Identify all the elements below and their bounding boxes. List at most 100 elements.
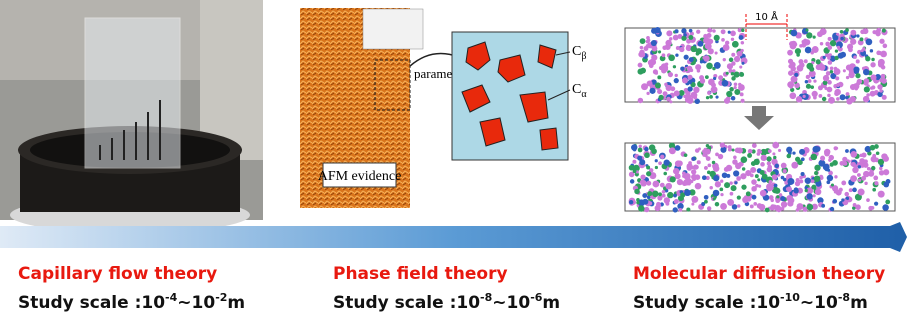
molecule — [726, 96, 731, 101]
molecule — [789, 92, 796, 99]
molecule — [827, 45, 832, 50]
molecule — [813, 36, 816, 39]
gap-label: 10 Å — [755, 10, 778, 23]
molecule — [856, 59, 860, 63]
molecule — [866, 198, 870, 202]
molecule — [713, 197, 716, 200]
molecule — [644, 147, 648, 151]
molecule — [747, 153, 752, 158]
molecule — [646, 181, 651, 186]
molecule — [850, 96, 856, 102]
molecule — [688, 161, 692, 165]
molecule — [734, 82, 738, 86]
molecule — [791, 30, 798, 37]
molecule — [709, 186, 712, 189]
molecule — [806, 84, 811, 89]
molecule — [746, 191, 751, 196]
molecule — [675, 29, 679, 33]
molecule — [665, 183, 672, 190]
molecule — [651, 148, 657, 154]
molecule — [702, 153, 706, 157]
molecule — [666, 30, 672, 36]
molecule — [813, 194, 816, 197]
molecule — [823, 164, 830, 171]
molecule — [768, 149, 772, 153]
molecule — [814, 165, 820, 171]
molecule — [852, 188, 857, 193]
molecule — [774, 184, 778, 188]
molecule — [715, 181, 721, 187]
molecule — [829, 155, 834, 160]
molecule — [677, 179, 683, 185]
molecule — [715, 51, 718, 54]
molecular-image: 10 Å — [625, 10, 895, 213]
molecule — [666, 97, 671, 102]
molecule — [819, 64, 826, 71]
molecule — [814, 171, 818, 175]
molecule — [872, 188, 876, 192]
molecule — [736, 176, 741, 181]
molecule — [662, 194, 666, 198]
molecule — [815, 189, 822, 196]
molecule — [874, 202, 878, 206]
molecule — [766, 156, 771, 161]
molecule — [677, 161, 683, 167]
molecule — [876, 151, 880, 155]
study-scale: Study scale :10-8~10-6m — [333, 291, 560, 313]
molecule — [863, 69, 869, 75]
molecule — [739, 72, 744, 77]
molecule — [720, 147, 726, 153]
molecule — [870, 91, 876, 97]
molecule — [843, 69, 846, 72]
molecule — [651, 40, 657, 46]
molecule — [850, 39, 856, 45]
molecule — [866, 39, 873, 46]
molecule — [673, 35, 679, 41]
molecule — [741, 29, 744, 32]
molecule — [742, 167, 745, 170]
molecule — [786, 147, 792, 153]
molecule — [879, 167, 883, 171]
molecule — [864, 86, 870, 92]
molecule — [871, 85, 875, 89]
molecule — [631, 144, 637, 150]
molecule — [845, 149, 849, 153]
molecule — [748, 149, 753, 154]
molecule — [839, 188, 843, 192]
molecule — [786, 195, 793, 202]
molecule — [751, 179, 757, 185]
molecule — [689, 29, 693, 33]
molecule — [883, 44, 888, 49]
molecule — [770, 199, 773, 202]
molecule — [877, 92, 882, 97]
molecule — [786, 154, 791, 159]
molecule — [808, 79, 812, 83]
molecule — [734, 181, 737, 184]
molecule — [666, 85, 672, 91]
molecule — [820, 28, 827, 35]
molecule — [767, 165, 772, 170]
molecule — [812, 46, 819, 53]
molecule — [858, 179, 861, 182]
molecule — [836, 97, 840, 101]
molecule — [674, 78, 679, 83]
molecule — [828, 97, 835, 104]
molecule — [728, 31, 731, 34]
molecule — [804, 59, 808, 63]
molecule — [864, 182, 867, 185]
molecule — [802, 39, 808, 45]
molecule — [871, 166, 875, 170]
molecule — [750, 204, 754, 208]
molecule — [693, 165, 698, 170]
molecule — [818, 85, 823, 90]
molecule — [827, 80, 832, 85]
molecule — [773, 156, 776, 159]
molecule — [855, 73, 860, 78]
molecule — [706, 144, 710, 148]
molecule — [691, 174, 697, 180]
molecule — [668, 72, 673, 77]
molecule — [646, 44, 650, 48]
molecule — [652, 181, 659, 188]
molecule — [882, 204, 889, 211]
molecule — [698, 41, 704, 47]
